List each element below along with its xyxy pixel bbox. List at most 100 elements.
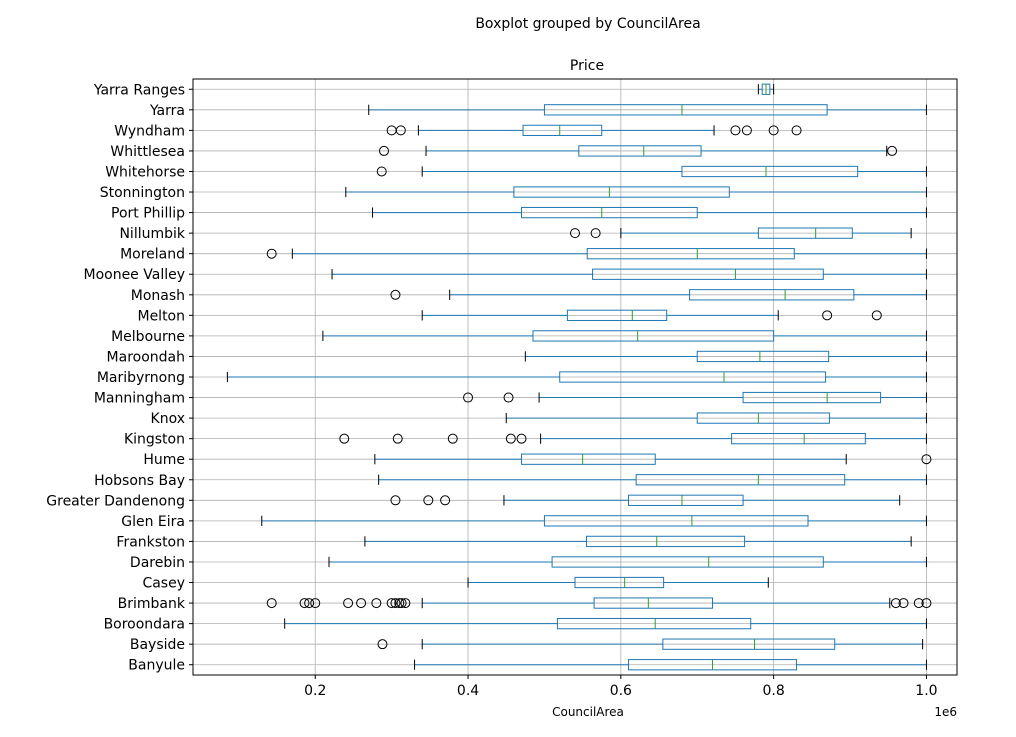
outlier-point	[390, 495, 401, 506]
plot-frame	[192, 78, 958, 676]
iqr-box	[543, 104, 828, 116]
iqr-box	[592, 268, 824, 280]
box-group	[378, 474, 927, 486]
box-group	[390, 494, 901, 506]
outlier-point	[898, 598, 909, 609]
iqr-box	[689, 289, 855, 301]
outlier-point	[356, 598, 367, 609]
iqr-box	[513, 186, 730, 198]
box-group	[463, 391, 927, 404]
y-tick-label: Moonee Valley	[83, 267, 185, 283]
iqr-box	[521, 453, 656, 465]
box-group	[261, 515, 927, 527]
iqr-box	[578, 145, 702, 157]
outlier-point	[447, 433, 458, 444]
y-tick-label: Maribyrnong	[97, 370, 185, 386]
outlier-point	[396, 598, 407, 609]
box-group	[414, 659, 927, 671]
outlier-point	[440, 495, 451, 506]
iqr-box	[566, 309, 668, 321]
y-tick-label: Whitehorse	[105, 164, 185, 180]
outlier-point	[339, 433, 350, 444]
x-tick-labels: 0.2 0.4 0.6 0.8 1.0	[304, 675, 938, 699]
box-group	[328, 556, 927, 568]
outlier-point	[505, 433, 516, 444]
box-group	[331, 268, 927, 280]
y-tick-label: Wyndham	[114, 123, 185, 139]
box-group	[339, 433, 927, 445]
outlier-point	[871, 310, 882, 321]
box-group	[284, 617, 927, 630]
box-group	[467, 576, 769, 589]
y-tick-label: Hume	[143, 452, 185, 468]
x-tick-label: 1.0	[915, 683, 937, 699]
iqr-box	[551, 556, 824, 568]
y-tick-label: Greater Dandenong	[46, 493, 185, 509]
box-group	[376, 165, 927, 178]
iqr-box	[696, 412, 830, 424]
outlier-point	[377, 639, 388, 650]
y-tick-label: Port Phillip	[111, 206, 185, 222]
y-tick-label: Melton	[137, 308, 185, 324]
outlier-point	[376, 166, 387, 177]
outlier-point	[395, 125, 406, 136]
y-tick-label: Yarra Ranges	[93, 82, 185, 98]
box-group	[379, 145, 898, 157]
outlier-point	[394, 598, 405, 609]
box-group	[377, 638, 924, 650]
outlier-point	[400, 598, 411, 609]
box-group	[364, 535, 912, 548]
y-tick-label: Brimbank	[118, 596, 186, 612]
outlier-point	[390, 289, 401, 300]
iqr-box	[559, 371, 827, 383]
outlier-point	[310, 598, 321, 609]
outlier-point	[503, 392, 514, 403]
outlier-point	[379, 145, 389, 156]
iqr-box	[522, 124, 603, 137]
y-tick-label: Maroondah	[107, 349, 185, 365]
y-tick-label: Banyule	[128, 658, 185, 674]
y-tick-label: Casey	[142, 576, 185, 592]
box-group	[390, 289, 927, 301]
x-axis-offset-label: 1e6	[934, 705, 957, 719]
outlier-point	[822, 310, 833, 321]
figure-suptitle: Boxplot grouped by CouncilArea	[475, 16, 700, 32]
box-group	[226, 371, 927, 383]
iqr-box	[757, 227, 853, 239]
iqr-box	[635, 474, 846, 486]
outlier-point	[386, 598, 397, 609]
iqr-box	[681, 165, 859, 178]
y-tick-label: Bayside	[130, 637, 185, 653]
box-group	[266, 248, 927, 260]
iqr-box	[556, 617, 752, 630]
y-tick-label: Kingston	[124, 432, 185, 448]
axes-title: Price	[570, 58, 604, 74]
outlier-point	[299, 598, 310, 609]
box-group	[386, 124, 802, 137]
box-group	[266, 597, 932, 609]
outlier-point	[266, 598, 277, 609]
iqr-box	[627, 494, 744, 506]
y-tick-label: Frankston	[116, 534, 185, 550]
x-axis-label: CouncilArea	[552, 705, 624, 719]
outlier-point	[304, 598, 315, 609]
x-tick-label: 0.6	[610, 683, 632, 699]
y-tick-label: Hobsons Bay	[94, 473, 185, 489]
y-tick-label: Monash	[131, 288, 185, 304]
y-tick-label: Nillumbik	[119, 226, 185, 242]
y-tick-label: Manningham	[94, 391, 185, 407]
outlier-point	[266, 248, 277, 259]
box-group	[524, 350, 927, 363]
outlier-point	[371, 598, 382, 609]
outlier-point	[590, 228, 601, 239]
box-group	[374, 453, 932, 465]
outlier-point	[343, 598, 354, 609]
box-group	[368, 104, 927, 116]
iqr-box	[532, 330, 775, 342]
outlier-point	[730, 125, 741, 136]
box-group	[372, 206, 927, 219]
box-group	[421, 309, 882, 321]
iqr-box	[586, 248, 795, 260]
outlier-point	[392, 433, 403, 444]
